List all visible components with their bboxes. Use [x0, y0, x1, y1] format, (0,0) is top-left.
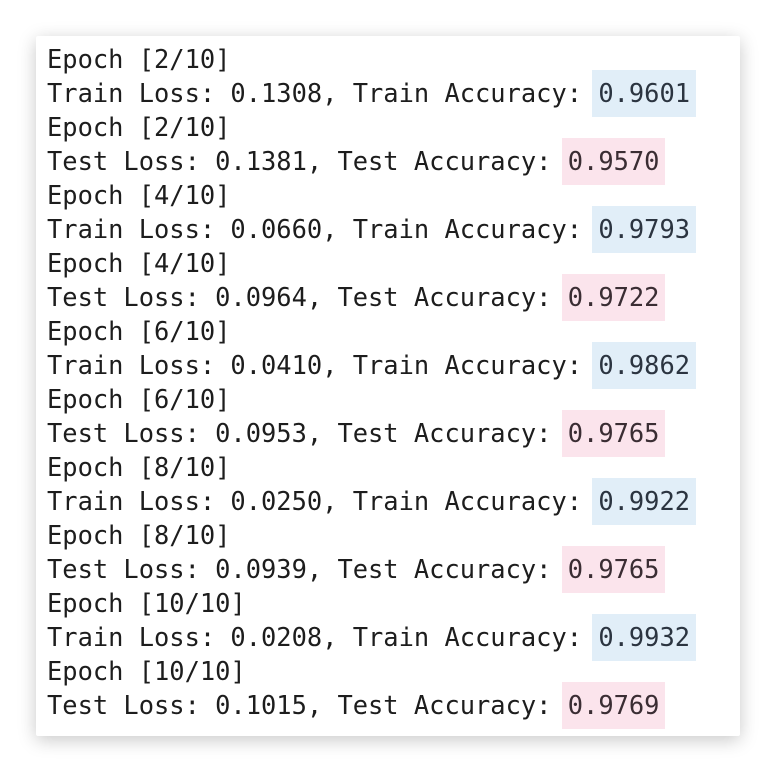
test-loss-text: Test Loss: 0.0964, Test Accuracy:	[47, 282, 567, 312]
epoch-line: Epoch [6/10]	[47, 384, 231, 414]
train-accuracy-highlight: 0.9922	[592, 478, 697, 525]
train-loss-text: Train Loss: 0.0660, Train Accuracy:	[47, 214, 598, 244]
epoch-line: Epoch [8/10]	[47, 452, 231, 482]
test-metrics-line: Test Loss: 0.1015, Test Accuracy: 0.9769	[47, 682, 696, 729]
test-loss-text: Test Loss: 0.1381, Test Accuracy:	[47, 146, 567, 176]
epoch-line: Epoch [6/10]	[47, 316, 231, 346]
test-accuracy-highlight: 0.9765	[561, 546, 666, 593]
train-metrics-line: Train Loss: 0.0250, Train Accuracy: 0.99…	[47, 478, 697, 525]
epoch-line: Epoch [10/10]	[47, 588, 246, 618]
epoch-line: Epoch [2/10]	[47, 44, 231, 74]
test-accuracy-highlight: 0.9722	[561, 274, 666, 321]
train-loss-text: Train Loss: 0.0410, Train Accuracy:	[47, 350, 598, 380]
test-metrics-line: Test Loss: 0.0939, Test Accuracy: 0.9765	[47, 546, 696, 593]
test-loss-text: Test Loss: 0.0953, Test Accuracy:	[47, 418, 567, 448]
train-metrics-line: Train Loss: 0.0660, Train Accuracy: 0.97…	[47, 206, 697, 253]
train-metrics-line: Train Loss: 0.1308, Train Accuracy: 0.96…	[47, 70, 697, 117]
test-accuracy-highlight: 0.9765	[561, 410, 666, 457]
train-loss-text: Train Loss: 0.1308, Train Accuracy:	[47, 78, 598, 108]
epoch-line: Epoch [4/10]	[47, 248, 231, 278]
epoch-line: Epoch [4/10]	[47, 180, 231, 210]
training-log-output: Epoch [2/10] Train Loss: 0.1308, Train Ac…	[47, 42, 697, 729]
train-metrics-line: Train Loss: 0.0208, Train Accuracy: 0.99…	[47, 614, 697, 661]
train-accuracy-highlight: 0.9932	[592, 614, 697, 661]
test-accuracy-highlight: 0.9769	[561, 682, 666, 729]
epoch-line: Epoch [8/10]	[47, 520, 231, 550]
train-accuracy-highlight: 0.9793	[592, 206, 697, 253]
test-metrics-line: Test Loss: 0.0953, Test Accuracy: 0.9765	[47, 410, 696, 457]
training-log-panel: Epoch [2/10] Train Loss: 0.1308, Train Ac…	[36, 36, 740, 736]
epoch-line: Epoch [2/10]	[47, 112, 231, 142]
epoch-line: Epoch [10/10]	[47, 656, 246, 686]
train-metrics-line: Train Loss: 0.0410, Train Accuracy: 0.98…	[47, 342, 697, 389]
train-accuracy-highlight: 0.9601	[592, 70, 697, 117]
test-metrics-line: Test Loss: 0.1381, Test Accuracy: 0.9570	[47, 138, 696, 185]
train-accuracy-highlight: 0.9862	[592, 342, 697, 389]
train-loss-text: Train Loss: 0.0208, Train Accuracy:	[47, 622, 598, 652]
test-loss-text: Test Loss: 0.1015, Test Accuracy:	[47, 690, 567, 720]
test-metrics-line: Test Loss: 0.0964, Test Accuracy: 0.9722	[47, 274, 696, 321]
train-loss-text: Train Loss: 0.0250, Train Accuracy:	[47, 486, 598, 516]
test-loss-text: Test Loss: 0.0939, Test Accuracy:	[47, 554, 567, 584]
test-accuracy-highlight: 0.9570	[561, 138, 666, 185]
